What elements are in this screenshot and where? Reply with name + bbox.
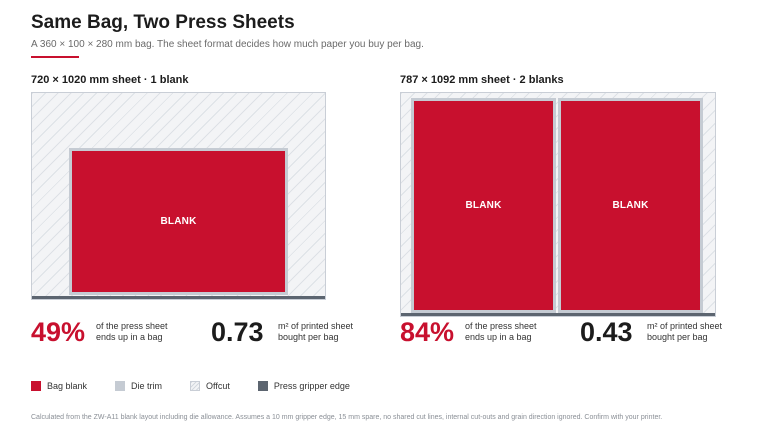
- blank-label: BLANK: [160, 216, 197, 227]
- chart-title: Same Bag, Two Press Sheets: [31, 12, 295, 33]
- percent-desc-left: of the press sheet ends up in a bag: [96, 321, 168, 342]
- percent-stat-right: 84%: [400, 317, 455, 347]
- swatch-die-trim: [115, 381, 126, 391]
- gripper-edge-left: [32, 296, 325, 299]
- area-stat-right: 0.43: [580, 317, 633, 347]
- area-stat-left: 0.73: [211, 317, 264, 347]
- accent-line: [31, 56, 79, 58]
- percent-stat-left: 49%: [31, 317, 86, 347]
- blank-left: BLANK: [69, 148, 288, 295]
- legend-item-die-trim: Die trim: [115, 381, 162, 391]
- swatch-bag-blank: [31, 381, 41, 391]
- sheet-right: BLANK BLANK: [400, 92, 716, 317]
- blank-label: BLANK: [612, 200, 649, 211]
- area-desc-left: m² of printed sheet bought per bag: [278, 321, 354, 342]
- swatch-gripper: [257, 381, 268, 391]
- blank-label: BLANK: [465, 200, 502, 211]
- legend-label: Die trim: [131, 381, 163, 391]
- sheet-left: BLANK: [31, 92, 326, 300]
- legend: Bag blank Die trim Offcut Press gripper …: [31, 381, 378, 391]
- legend-item-bag-blank: Bag blank: [31, 381, 87, 391]
- area-desc-right: m² of printed sheet bought per bag: [647, 321, 723, 342]
- chart-subtitle: A 360 × 100 × 280 mm bag. The sheet form…: [31, 39, 424, 50]
- legend-item-offcut: Offcut: [190, 381, 230, 391]
- panel-heading-right: 787 × 1092 mm sheet · 2 blanks: [400, 74, 564, 86]
- legend-label: Offcut: [206, 381, 230, 391]
- panel-heading-left: 720 × 1020 mm sheet · 1 blank: [31, 74, 189, 86]
- footnote: Calculated from the ZW-A11 blank layout …: [31, 414, 663, 421]
- legend-label: Press gripper edge: [273, 381, 350, 391]
- legend-label: Bag blank: [47, 381, 88, 391]
- swatch-offcut: [190, 381, 201, 391]
- gripper-edge-right: [401, 313, 715, 316]
- blank-right-2: BLANK: [558, 98, 703, 313]
- percent-desc-right: of the press sheet ends up in a bag: [465, 321, 537, 342]
- blank-right-1: BLANK: [411, 98, 556, 313]
- legend-item-gripper: Press gripper edge: [257, 381, 350, 391]
